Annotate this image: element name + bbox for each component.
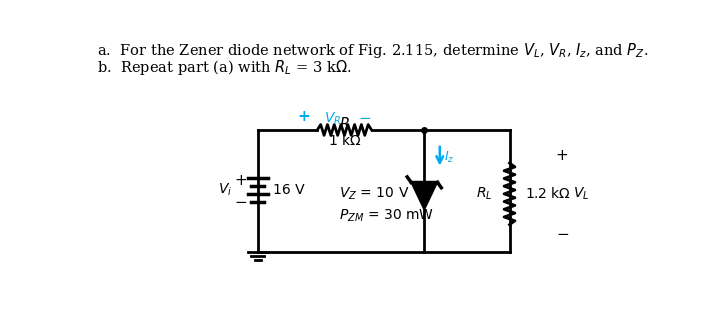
Text: $-$: $-$ xyxy=(555,225,569,240)
Text: $V_L$: $V_L$ xyxy=(573,186,590,202)
Text: $V_Z$ = 10 V: $V_Z$ = 10 V xyxy=(339,186,409,202)
Text: R: R xyxy=(339,117,349,132)
Text: +: + xyxy=(555,148,569,163)
Polygon shape xyxy=(411,182,438,210)
Text: +: + xyxy=(298,109,311,124)
Text: 16 V: 16 V xyxy=(273,183,305,197)
Text: 1 k$\Omega$: 1 k$\Omega$ xyxy=(328,133,361,148)
Text: $-$: $-$ xyxy=(234,192,247,208)
Text: $I_z$: $I_z$ xyxy=(443,150,454,165)
Text: b.  Repeat part (a) with $R_L$ = 3 k$\Omega$.: b. Repeat part (a) with $R_L$ = 3 k$\Ome… xyxy=(98,58,352,77)
Text: $P_{ZM}$ = 30 mW: $P_{ZM}$ = 30 mW xyxy=(339,208,434,224)
Text: +: + xyxy=(234,172,247,187)
Text: $R_L$: $R_L$ xyxy=(476,186,492,202)
Text: a.  For the Zener diode network of Fig. 2.115, determine $V_L$, $V_R$, $I_z$, an: a. For the Zener diode network of Fig. 2… xyxy=(98,41,649,60)
Text: $V_i$: $V_i$ xyxy=(218,182,232,198)
Text: $-$: $-$ xyxy=(358,109,371,124)
Text: 1.2 k$\Omega$: 1.2 k$\Omega$ xyxy=(525,186,571,201)
Text: $V_R$: $V_R$ xyxy=(323,110,341,127)
